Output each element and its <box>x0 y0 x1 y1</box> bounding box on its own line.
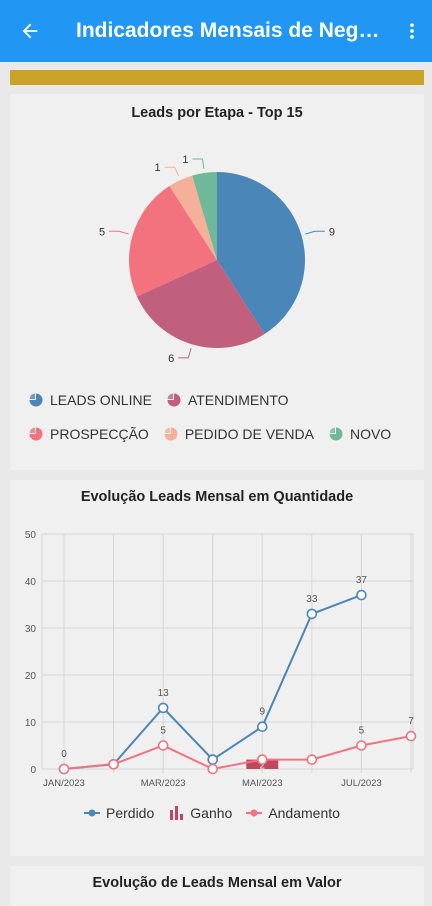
data-point <box>207 763 219 775</box>
pie-legend-icon <box>29 427 43 441</box>
line-legend-label: Ganho <box>190 805 233 821</box>
data-label: 0 <box>61 749 67 760</box>
pie-legend-label: LEADS ONLINE <box>50 392 152 408</box>
pie-value-label: 5 <box>99 226 105 238</box>
data-label: 33 <box>306 594 318 605</box>
pie-legend-label: ATENDIMENTO <box>187 392 289 408</box>
pie-legend-item[interactable]: ATENDIMENTO <box>166 392 289 408</box>
bar-legend-icon <box>170 806 184 820</box>
x-tick-label: MAI/2023 <box>242 778 283 789</box>
line-legend-item[interactable]: Andamento <box>246 805 340 821</box>
data-point <box>405 730 417 742</box>
data-point <box>157 740 169 751</box>
page-title: Indicadores Mensais de Negócios <box>76 19 392 42</box>
pie-chart: 9 6 5 1 1 <box>99 154 335 365</box>
data-point <box>58 763 70 775</box>
pie-leader-line <box>109 230 129 235</box>
x-tick-label: MAR/2023 <box>141 778 186 789</box>
y-tick-label: 40 <box>25 577 37 588</box>
pie-legend-label: PEDIDO DE VENDA <box>184 426 314 442</box>
line-chart-title: Evolução Leads Mensal em Quantidade <box>80 489 354 505</box>
back-button[interactable] <box>0 0 60 62</box>
data-point <box>356 589 367 601</box>
pie-legend-icon <box>164 427 178 441</box>
y-tick-label: 20 <box>25 671 37 682</box>
pie-chart-title: Leads por Etapa - Top 15 <box>131 105 303 121</box>
pie-legend-icon <box>329 427 343 441</box>
pie-legend-icon <box>167 393 181 407</box>
bar-value-label: 2 <box>260 760 266 771</box>
pie-slice <box>136 260 265 348</box>
series-line <box>63 735 412 771</box>
pie-legend-label: PROSPECÇÃO <box>50 426 149 442</box>
y-tick-label: 50 <box>25 530 37 541</box>
line-legend-label: Perdido <box>106 805 155 821</box>
line-legend: Perdido Ganho Andamento <box>84 805 354 821</box>
pie-legend-item[interactable]: NOVO <box>328 426 391 442</box>
app-bar: Indicadores Mensais de Negócios <box>0 0 432 62</box>
leads-monthly-quantity-card: Evolução Leads Mensal em Quantidade 0 10 2… <box>10 480 424 856</box>
pie-leader-line <box>192 158 205 170</box>
pie-legend-row: PROSPECÇÃO PEDIDO DE VENDA NOVO <box>28 426 405 442</box>
x-tick-label: JUL/2023 <box>341 778 382 789</box>
pie-legend-item[interactable]: LEADS ONLINE <box>28 392 152 408</box>
pie-leader-line <box>178 348 192 359</box>
pie-legend-item[interactable]: PROSPECÇÃO <box>28 426 149 442</box>
more-vertical-icon <box>410 23 414 39</box>
leads-monthly-value-card: Evolução de Leads Mensal em Valor <box>10 866 424 906</box>
data-label: 5 <box>160 726 166 737</box>
highlight-bar <box>10 70 424 85</box>
more-options-button[interactable] <box>392 0 432 62</box>
value-chart-title: Evolução de Leads Mensal em Valor <box>92 875 342 891</box>
line-legend-item[interactable]: Perdido <box>84 805 154 821</box>
line-legend-item[interactable]: Ganho <box>168 805 232 821</box>
arrow-left-icon <box>22 23 38 39</box>
pie-value-label: 1 <box>182 154 188 166</box>
pie-leader-line <box>305 230 325 235</box>
pie-legend-row: LEADS ONLINE ATENDIMENTO <box>28 392 303 408</box>
x-tick-label: JAN/2023 <box>43 778 85 789</box>
pie-legend-label: NOVO <box>349 426 392 442</box>
pie-slice <box>192 172 217 260</box>
line-legend-icon <box>84 809 100 817</box>
data-label: 5 <box>359 726 365 737</box>
y-tick-label: 0 <box>30 765 36 776</box>
data-label: 13 <box>158 688 170 699</box>
pie-legend-item[interactable]: PEDIDO DE VENDA <box>163 426 314 442</box>
data-point <box>306 754 318 765</box>
pie-value-label: 1 <box>155 162 161 174</box>
data-point <box>108 759 119 770</box>
line-legend-label: Andamento <box>268 805 340 821</box>
y-tick-label: 10 <box>25 718 37 729</box>
pie-slice <box>169 175 217 260</box>
data-label: 9 <box>260 707 266 718</box>
data-point <box>207 754 219 765</box>
y-tick-label: 30 <box>25 624 37 635</box>
data-point <box>256 721 268 732</box>
pie-leader-line <box>164 166 180 177</box>
pie-slice <box>217 172 305 335</box>
pie-value-label: 6 <box>168 353 174 365</box>
line-legend-icon <box>246 809 263 817</box>
data-point <box>356 740 367 751</box>
data-label: 7 <box>408 716 414 727</box>
pie-slice <box>129 185 217 297</box>
data-point <box>157 702 169 714</box>
data-point <box>256 754 268 765</box>
pie-legend-icon <box>29 393 43 407</box>
data-point <box>306 608 318 620</box>
pie-value-label: 9 <box>329 226 335 238</box>
data-label: 37 <box>356 575 368 586</box>
leads-by-stage-card: Leads por Etapa - Top 15 9 6 5 1 1 LEADS ONL… <box>10 94 424 470</box>
